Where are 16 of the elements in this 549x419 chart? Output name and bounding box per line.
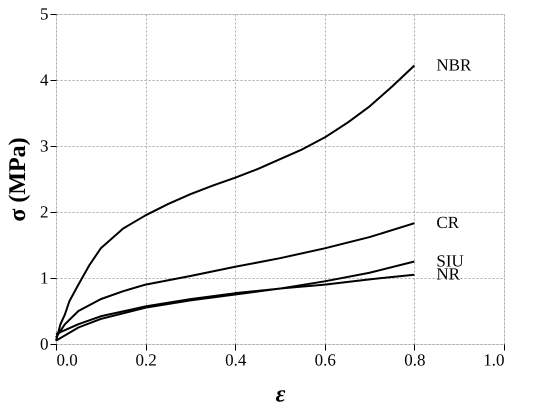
- y-tick-label: 0: [40, 334, 48, 354]
- y-axis-title: σ (MPa): [5, 137, 31, 222]
- series-label: NBR: [436, 55, 472, 74]
- y-tick-label: 1: [40, 268, 48, 288]
- y-tick-label: 2: [40, 202, 48, 222]
- y-tick-label: 4: [40, 70, 49, 90]
- x-axis-title: ε: [276, 382, 286, 408]
- x-tick-label: 1.0: [483, 350, 504, 370]
- x-tick-label: 0.8: [404, 350, 426, 370]
- series-label: CR: [436, 213, 460, 232]
- x-tick-label: 0.4: [225, 350, 247, 370]
- x-tick-label: 0.2: [135, 350, 157, 370]
- y-tick-label: 5: [40, 4, 48, 24]
- x-tick-label: 0.6: [314, 350, 336, 370]
- x-tick-label: 0.0: [56, 350, 78, 370]
- y-tick-label: 3: [40, 136, 48, 156]
